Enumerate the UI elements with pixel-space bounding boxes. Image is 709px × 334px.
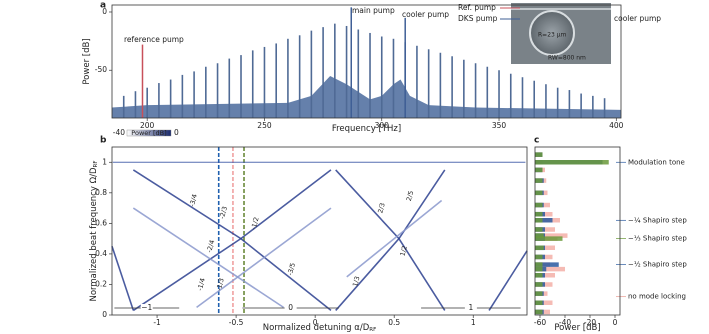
annotation: reference pump [124,35,184,44]
y-axis-label-text: Power [dB] [82,38,92,84]
x-tick-label: 400 [609,121,624,130]
annotation: cooler pump [402,10,449,19]
x-axis-label: Frequency [THz] [332,124,401,134]
x-tick-label: 1 [471,318,476,327]
y-tick-label: 0.4 [95,249,107,258]
branch-label: -1/3 [215,277,226,291]
x-tick-label: 350 [492,121,507,130]
x-tick-label: -1 [153,318,161,327]
plot-frame [111,4,622,119]
x-tick-label: 0 [613,318,618,327]
branch-label: 2/5 [405,190,415,202]
y-axis-label: Power [dB] [82,38,92,84]
branch-label: -3/4 [188,193,199,207]
inset-label: Ref. pump [458,3,496,12]
inset-label: cooler pump [614,14,661,23]
x-axis-label-text: Power [dB] [554,323,600,333]
x-axis-label-text: Normalized detuning α/D [263,323,370,333]
inset-ring [529,10,575,56]
panel-label: a [100,1,106,11]
step-label-bg [140,304,153,312]
x-tick-label: 300 [375,121,390,130]
step-label-bg [464,304,477,312]
inset-label: DKS pump [458,14,498,23]
beat-branch [335,169,446,311]
x-tick-label: -0.5 [229,318,244,327]
x-tick-label: 0.5 [388,318,400,327]
branch-label: 2/3 [376,202,386,214]
colorbar-tick: -40 [113,128,125,137]
step-label: −1 [141,303,152,312]
beat-branch [132,169,332,312]
beat-branch [488,250,528,311]
annotation: no mode locking [628,293,686,301]
colorbar-tick: 0 [174,128,179,137]
annotation: main pump [352,6,395,15]
beat-branch [132,207,284,309]
x-tick-label: 200 [140,121,155,130]
branch-label: -1/2 [250,216,261,230]
plot-area [112,147,527,315]
branch-label: -2/4 [205,239,216,253]
annotation: Modulation tone [628,158,685,166]
y-tick-label: 1 [102,157,107,166]
branch-label: 1/2 [398,245,408,257]
x-tick-label: -60 [534,318,546,327]
y-tick-label: 0.8 [95,188,107,197]
y-axis-label-sub: RF [93,160,99,167]
x-axis-label-text: Frequency [THz] [332,124,401,134]
y-tick-label: 0.6 [95,218,107,227]
x-tick-label: 250 [257,121,272,130]
x-axis-label: Power [dB] [554,323,600,333]
annotation: −¼ Shapiro step [628,216,687,224]
panel-label: c [534,136,539,146]
y-tick-label: 0.2 [95,279,107,288]
plot-frame [534,146,621,316]
beat-branch [346,199,443,278]
y-tick-label: 0 [102,7,107,16]
x-axis-label: Normalized detuning α/DRF [263,323,377,333]
panel-label: b [100,136,107,146]
y-axis-label: Normalized beat frequency Ω/DRF [89,160,99,301]
x-axis-label-sub: RF [369,327,376,333]
plot-frame [111,146,528,316]
inset-label: R=23 μm [538,32,567,39]
y-tick-label: 0 [102,310,107,319]
beat-branch [196,207,332,309]
y-axis-label-text: Normalized beat frequency Ω/D [89,167,99,301]
beat-branch [111,246,135,311]
x-tick-label: -40 [559,318,571,327]
x-tick-label: 0 [313,318,318,327]
branch-label: -2/3 [218,205,229,219]
step-label-bg [284,304,297,312]
step-label: 1 [468,303,473,312]
annotation: −½ Shapiro step [628,261,687,269]
colorbar [126,129,172,137]
step-label: 0 [288,303,293,312]
noise-floor [112,76,621,118]
annotation: −⅓ Shapiro step [628,235,687,243]
colorbar-label: Power [dB] [131,129,166,137]
branch-label: -3/5 [286,262,297,276]
y-tick-label: -50 [95,65,107,74]
x-tick-label: -20 [584,318,596,327]
inset-label: RW=800 nm [548,55,586,62]
branch-label: -1/4 [196,277,207,291]
branch-label: 1/3 [351,275,361,287]
